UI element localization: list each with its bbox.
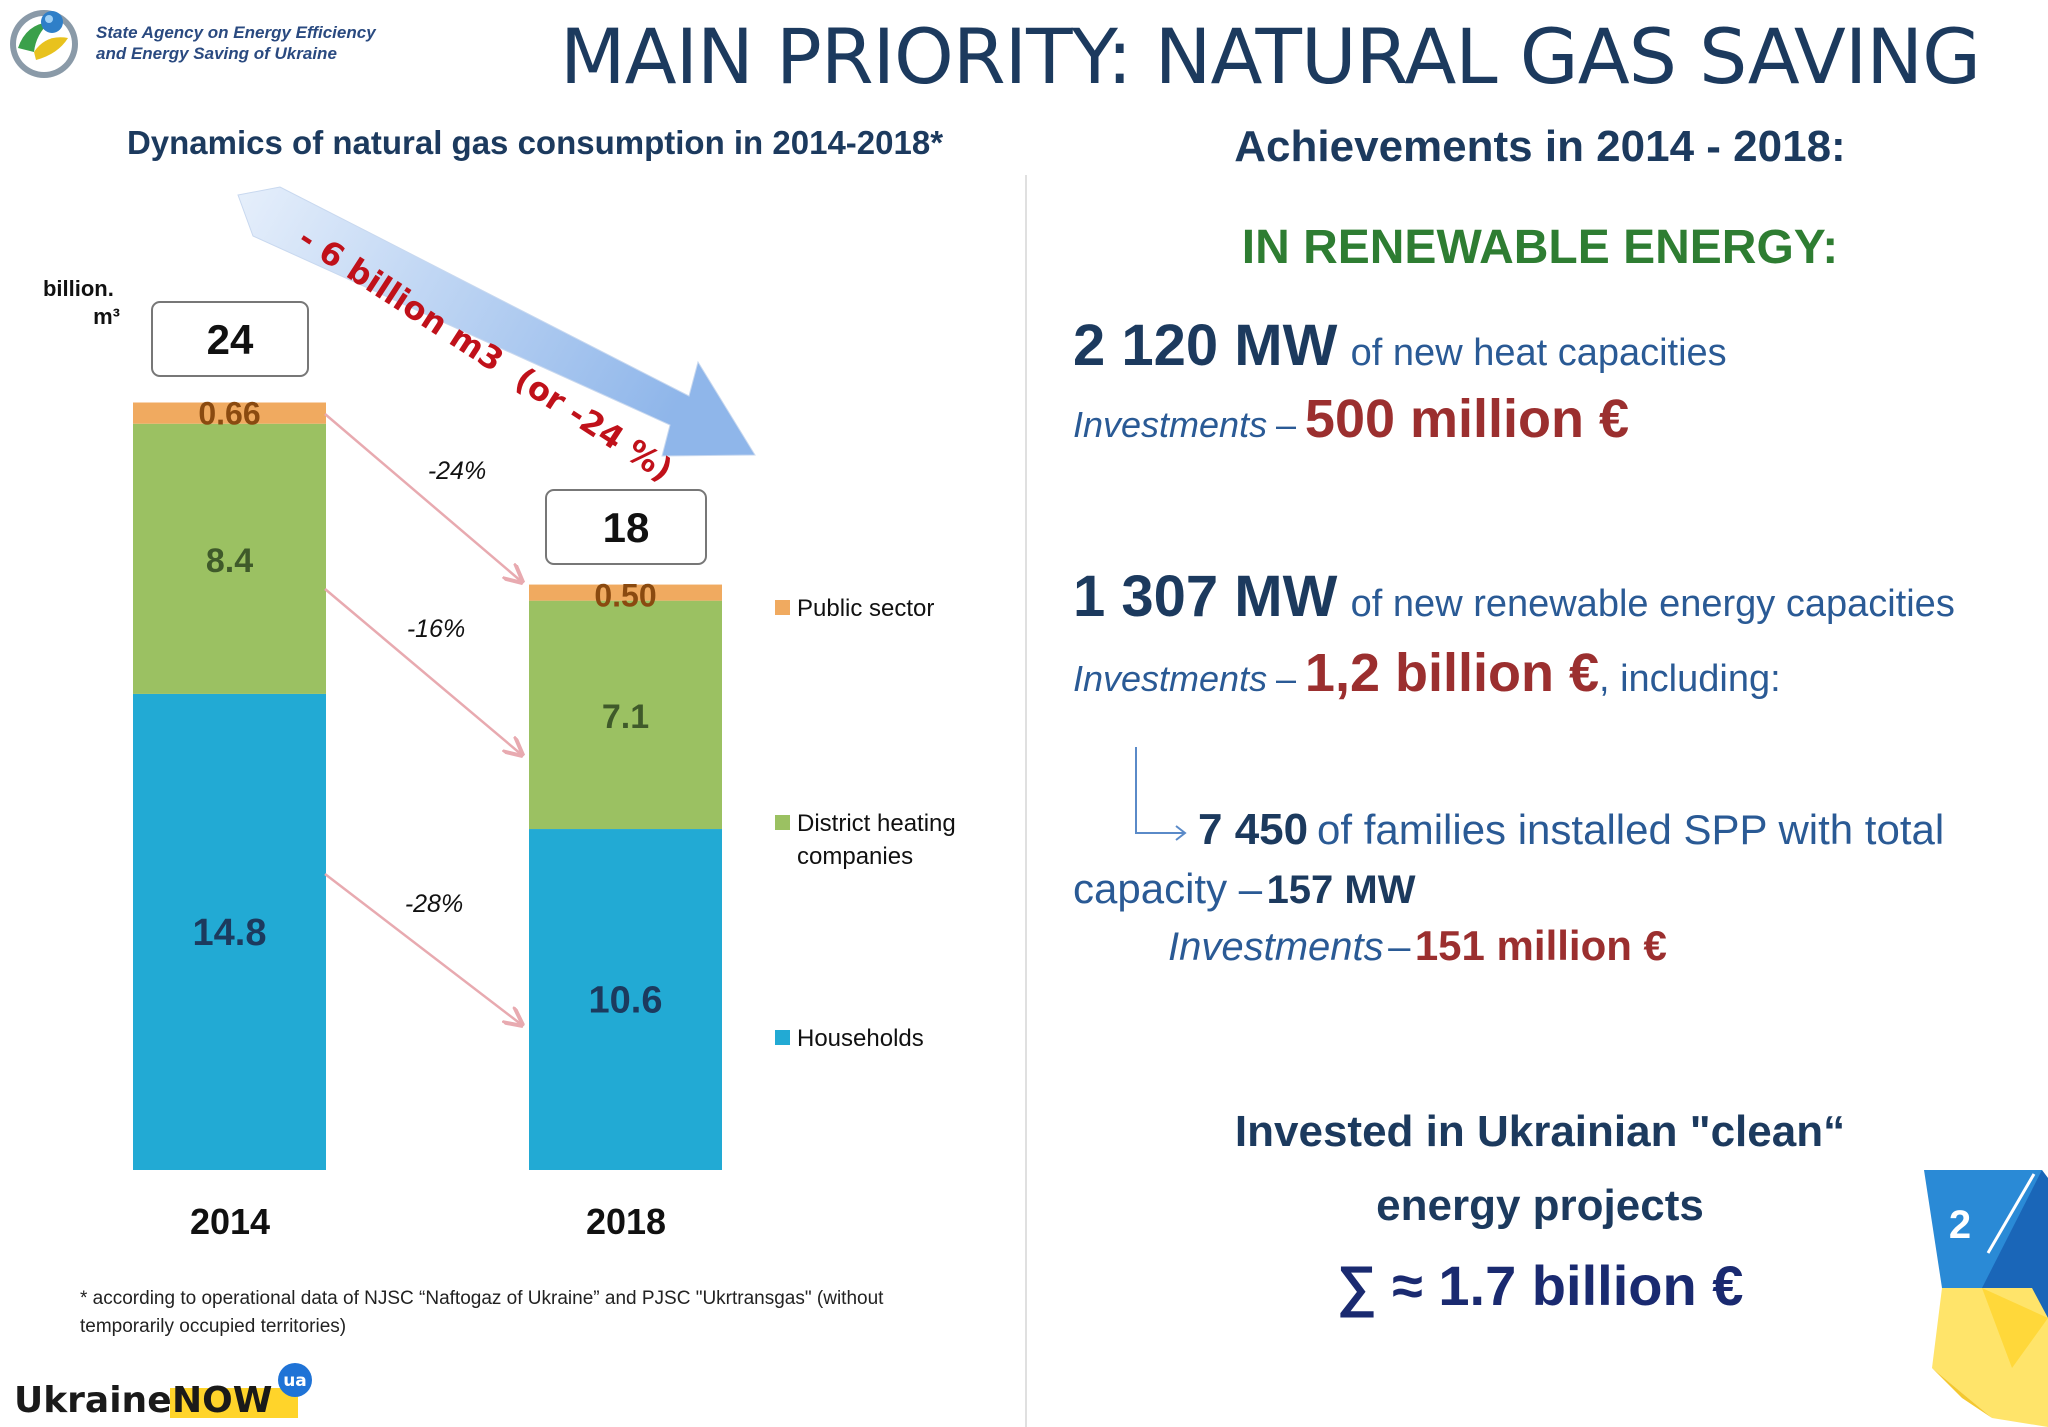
footnote: * according to operational data of NJSC … bbox=[80, 1288, 884, 1337]
y-axis-unit-label: billion. m³ bbox=[43, 276, 120, 329]
legend-label-households: Households bbox=[797, 1025, 924, 1052]
change-label-public-sector: -24% bbox=[428, 457, 486, 485]
renewable-investments-amount: 1,2 billion € bbox=[1304, 643, 1599, 703]
page-title: MAIN PRIORITY: NATURAL GAS SAVING bbox=[560, 12, 1981, 101]
bar-2014-public-sector bbox=[133, 402, 326, 424]
change-label-district-heating: -16% bbox=[407, 615, 465, 643]
invested-line-2: energy projects bbox=[1376, 1181, 1704, 1230]
renewable-investments-label: Investments bbox=[1073, 658, 1268, 699]
branch-arrow-icon bbox=[1135, 747, 1187, 841]
section-divider bbox=[1025, 175, 1027, 1427]
data-label-2018-public-sector: 0.50 bbox=[594, 578, 656, 614]
data-label-2014-public-sector: 0.66 bbox=[198, 396, 260, 432]
heat-capacity-line: 2 120 MW of new heat capacities bbox=[1073, 312, 1727, 379]
total-box-2014 bbox=[151, 301, 309, 377]
renewable-energy-title: IN RENEWABLE ENERGY: bbox=[1241, 221, 1839, 274]
invested-total: ∑ ≈ 1.7 billion € bbox=[1336, 1254, 1744, 1317]
families-desc: of families installed SPP with total bbox=[1317, 806, 1945, 853]
reduction-arrow-label: - 6 billion m3 (or -24 %) bbox=[292, 219, 680, 489]
renewable-investments-suffix: , including: bbox=[1598, 658, 1781, 700]
renewable-capacity-mw: 1 307 MW bbox=[1073, 564, 1338, 629]
legend-swatch-district-heating bbox=[775, 815, 790, 830]
legend-swatch-public-sector bbox=[775, 600, 790, 615]
change-arrow-public-sector bbox=[324, 413, 522, 582]
bar-2018-district-heating bbox=[529, 600, 722, 830]
heat-capacity-desc: of new heat capacities bbox=[1350, 332, 1727, 374]
change-arrow-households bbox=[324, 873, 522, 1025]
ukraine-now-logo-ua: ua bbox=[283, 1371, 307, 1391]
renewable-investments-line: Investments – 1,2 billion €, including: bbox=[1073, 642, 1781, 704]
change-arrow-district-heating bbox=[324, 588, 522, 755]
renewable-capacity-line: 1 307 MW of new renewable energy capacit… bbox=[1073, 563, 1955, 630]
total-label-2018: 18 bbox=[603, 504, 650, 551]
total-label-2014: 24 bbox=[207, 316, 254, 363]
data-label-2018-households: 10.6 bbox=[589, 980, 663, 1022]
heat-investments-label: Investments bbox=[1073, 404, 1268, 445]
renewable-capacity-desc: of new renewable energy capacities bbox=[1350, 583, 1955, 625]
x-tick-label-2014: 2014 bbox=[190, 1201, 270, 1242]
ukraine-now-logo-now: NOW bbox=[172, 1380, 272, 1421]
families-line: 7 450 of families installed SPP with tot… bbox=[1198, 805, 1944, 855]
agency-name: State Agency on Energy Efficiency and En… bbox=[96, 23, 376, 63]
legend-label-district-heating: District heating companies bbox=[797, 810, 962, 870]
families-capacity-line: capacity – 157 MW bbox=[1073, 865, 1416, 913]
chart-title: Dynamics of natural gas consumption in 2… bbox=[126, 124, 944, 161]
legend-label-public-sector: Public sector bbox=[797, 595, 934, 622]
ukraine-now-logo: Ukraine NOW ua bbox=[14, 1363, 312, 1421]
bar-2018-households bbox=[529, 829, 722, 1170]
reduction-arrow-shape bbox=[237, 186, 756, 457]
data-label-2014-district-heating: 8.4 bbox=[206, 542, 253, 580]
families-count: 7 450 bbox=[1198, 805, 1309, 854]
heat-investments-amount: 500 million € bbox=[1304, 389, 1630, 449]
agency-logo-icon bbox=[10, 10, 78, 78]
gas-consumption-chart: - 6 billion m3 (or -24 %) billion. m³ 24… bbox=[43, 186, 962, 1242]
data-label-2018-district-heating: 7.1 bbox=[602, 698, 649, 736]
families-investments-label: Investments bbox=[1168, 925, 1384, 969]
renewable-investments-dash: – bbox=[1275, 658, 1297, 699]
page-number-badge: 2 bbox=[1924, 1170, 2048, 1427]
page-number: 2 bbox=[1949, 1203, 1971, 1247]
heat-investments-dash: – bbox=[1275, 404, 1297, 445]
data-label-2014-households: 14.8 bbox=[193, 912, 267, 954]
families-capacity-value: 157 MW bbox=[1266, 868, 1416, 912]
bar-2014-households bbox=[133, 693, 326, 1170]
change-label-households: -28% bbox=[405, 890, 463, 918]
families-investments-dash: – bbox=[1388, 925, 1411, 969]
families-investments-amount: 151 million € bbox=[1414, 922, 1667, 969]
heat-investments-line: Investments – 500 million € bbox=[1073, 388, 1629, 450]
heat-capacity-mw: 2 120 MW bbox=[1073, 313, 1338, 378]
total-box-2018 bbox=[545, 489, 707, 565]
bar-2014-district-heating bbox=[133, 423, 326, 694]
families-investments-line: Investments – 151 million € bbox=[1168, 922, 1667, 970]
invested-line-1: Invested in Ukrainian "clean“ bbox=[1234, 1107, 1846, 1156]
invested-summary: Invested in Ukrainian "clean“ energy pro… bbox=[1140, 1095, 1940, 1318]
families-capacity-label: capacity – bbox=[1073, 865, 1263, 912]
bar-2018-public-sector bbox=[529, 584, 722, 601]
x-tick-label-2018: 2018 bbox=[586, 1201, 666, 1242]
achievements-title: Achievements in 2014 - 2018: bbox=[1234, 122, 1846, 171]
legend-swatch-households bbox=[775, 1030, 790, 1045]
ukraine-now-logo-ukraine: Ukraine bbox=[14, 1380, 172, 1421]
